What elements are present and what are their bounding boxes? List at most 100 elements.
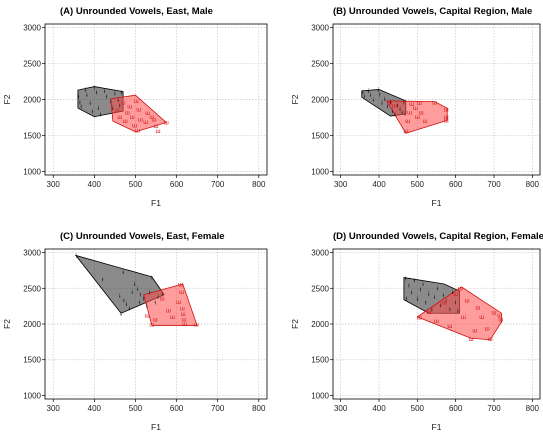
chart-title: (B) Unrounded Vowels, Capital Region, Ma… <box>333 6 532 17</box>
data-point: ɯ <box>434 319 439 325</box>
x-tick-label: 700 <box>487 404 501 413</box>
y-tick-label: 2500 <box>311 284 329 293</box>
data-point: ɨ <box>387 105 389 111</box>
panel-c: (C) Unrounded Vowels, East, Female 300 400… <box>2 231 268 432</box>
x-tick-label: 500 <box>411 180 425 189</box>
data-point: ɨ <box>381 101 383 107</box>
y-tick-label: 1500 <box>311 131 329 140</box>
data-point: ɯ <box>413 106 418 112</box>
y-tick-label: 2500 <box>311 60 329 69</box>
data-point: ɯ <box>417 316 422 322</box>
data-point: ɨ <box>364 94 366 100</box>
data-point: ɯ <box>170 315 175 321</box>
data-point: ɯ <box>498 318 503 324</box>
data-point: ɨ <box>131 290 133 296</box>
y-axis-label: F2 <box>2 94 12 104</box>
data-point: ɨ <box>443 293 445 299</box>
data-point: ɯ <box>469 337 474 343</box>
plot-frame <box>332 248 541 400</box>
data-point: ɯ <box>127 105 132 111</box>
plot-frame <box>44 23 268 176</box>
data-point: ɨ <box>449 308 451 314</box>
data-point: ɨ <box>411 291 413 297</box>
y-tick-label: 3000 <box>23 249 41 258</box>
y-tick-label: 1500 <box>23 131 41 140</box>
data-point: ɯ <box>181 312 186 318</box>
data-point: ɨ <box>428 292 430 298</box>
data-point: ɨ <box>405 276 407 282</box>
data-point: ɨ <box>121 90 123 96</box>
vowel-region-unrounded-back <box>110 94 168 133</box>
data-point: ɨ <box>137 287 139 293</box>
data-point: ɯ <box>125 110 130 116</box>
data-point: ɨ <box>373 98 375 104</box>
data-point: ɯ <box>117 115 122 121</box>
data-point: ɨ <box>139 301 141 307</box>
data-point: ɯ <box>444 108 449 114</box>
chart-title: (C) Unrounded Vowels, East, Female <box>60 231 225 242</box>
data-point: ɯ <box>153 318 158 324</box>
data-point: ɯ <box>154 124 159 130</box>
data-point: ɯ <box>475 306 480 312</box>
data-point: ɯ <box>135 128 140 134</box>
data-point: ɨ <box>414 278 416 284</box>
data-point: ɨ <box>129 306 131 312</box>
data-point: ɨ <box>104 89 106 95</box>
data-point: ɨ <box>120 312 122 318</box>
data-point: ɯ <box>465 298 470 304</box>
data-point: ɨ <box>100 113 102 119</box>
y-tick-label: 1000 <box>23 167 41 176</box>
data-point: ɯ <box>479 315 484 321</box>
data-point: ɯ <box>179 290 184 296</box>
data-point: ɯ <box>485 326 490 332</box>
y-tick-label: 2000 <box>23 320 41 329</box>
y-tick-label: 2000 <box>311 96 329 105</box>
data-point: ɨ <box>455 301 457 307</box>
data-point: ɨ <box>119 294 121 300</box>
y-tick-label: 1000 <box>311 391 329 400</box>
data-point: ɨ <box>134 282 136 288</box>
data-point: ɨ <box>457 309 459 315</box>
data-point: ɨ <box>368 89 370 95</box>
data-point: ɨ <box>81 105 83 111</box>
data-point: ɯ <box>432 100 437 106</box>
data-point: ɯ <box>403 129 408 135</box>
x-axis-label: F1 <box>151 198 161 208</box>
y-tick-label: 3000 <box>311 249 329 258</box>
data-point: ɯ <box>461 315 466 321</box>
y-tick-label: 3000 <box>311 24 329 33</box>
data-point: ɨ <box>394 113 396 119</box>
y-tick-label: 2500 <box>23 60 41 69</box>
data-point: ɯ <box>144 313 149 319</box>
data-point: ɨ <box>404 112 406 118</box>
data-point: ɯ <box>123 119 128 125</box>
x-tick-label: 800 <box>252 404 266 413</box>
x-tick-label: 400 <box>372 404 386 413</box>
data-point: ɯ <box>407 110 412 116</box>
data-point: ɨ <box>92 110 94 116</box>
data-point: ɨ <box>434 295 436 301</box>
data-point: ɯ <box>444 118 449 124</box>
x-tick-label: 400 <box>372 180 386 189</box>
data-point: ɨ <box>143 296 145 302</box>
data-point: ɯ <box>160 296 165 302</box>
data-point: ɨ <box>157 295 159 301</box>
x-tick-label: 700 <box>487 180 501 189</box>
data-point: ɨ <box>122 270 124 276</box>
data-point: ɯ <box>453 292 458 298</box>
data-point: ɯ <box>415 115 420 121</box>
y-tick-label: 2000 <box>23 96 41 105</box>
data-point: ɨ <box>126 302 128 308</box>
x-tick-label: 600 <box>170 180 184 189</box>
data-point: ɯ <box>423 119 428 125</box>
y-tick-label: 2000 <box>311 320 329 329</box>
panel-a: (A) Unrounded Vowels, East, Male 300 400 50… <box>2 6 268 208</box>
x-tick-label: 600 <box>449 180 463 189</box>
chart-title: (A) Unrounded Vowels, East, Male <box>60 6 213 17</box>
data-point: ɨ <box>362 90 364 96</box>
data-point: ɯ <box>182 322 187 328</box>
plot-frame <box>44 248 268 400</box>
x-tick-label: 800 <box>526 404 540 413</box>
data-point: ɨ <box>161 293 163 299</box>
data-point: ɨ <box>77 90 79 96</box>
